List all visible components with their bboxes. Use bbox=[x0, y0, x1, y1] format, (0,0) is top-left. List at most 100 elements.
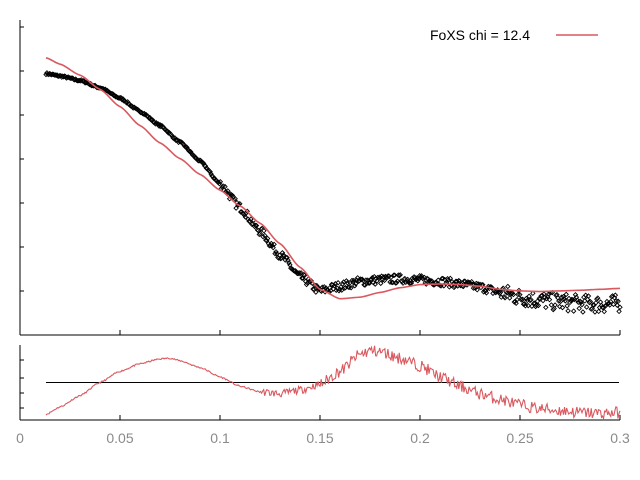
data-point bbox=[352, 280, 359, 287]
data-point bbox=[474, 287, 480, 293]
data-point bbox=[615, 298, 621, 305]
data-point bbox=[423, 281, 429, 287]
data-point bbox=[562, 298, 569, 304]
data-point bbox=[299, 275, 305, 281]
x-tick-labels: 0 0.05 0.1 0.15 0.2 0.25 0.3 bbox=[16, 430, 630, 446]
data-point bbox=[260, 233, 266, 240]
x-tick-label: 0.2 bbox=[410, 430, 430, 446]
data-point bbox=[506, 295, 513, 301]
data-point bbox=[616, 308, 622, 315]
data-point bbox=[252, 222, 259, 229]
residuals-plot-panel: 0 0.05 0.1 0.15 0.2 0.25 0.3 bbox=[16, 345, 630, 446]
data-point bbox=[435, 277, 441, 283]
data-point bbox=[557, 298, 564, 305]
data-point bbox=[381, 277, 388, 284]
data-point bbox=[222, 183, 228, 190]
data-point bbox=[537, 296, 543, 302]
data-point bbox=[601, 308, 607, 315]
data-point bbox=[253, 222, 260, 229]
data-point bbox=[559, 304, 566, 311]
data-point bbox=[595, 308, 602, 315]
data-point bbox=[580, 309, 586, 315]
data-point bbox=[343, 278, 350, 284]
data-point bbox=[460, 283, 467, 290]
data-point bbox=[416, 273, 423, 279]
data-point bbox=[569, 297, 576, 303]
data-point bbox=[526, 293, 532, 299]
data-point bbox=[393, 280, 400, 286]
data-point bbox=[530, 290, 536, 297]
data-point bbox=[582, 292, 589, 298]
main-x-ticks bbox=[19, 330, 621, 335]
data-point bbox=[269, 242, 275, 249]
data-point bbox=[349, 277, 355, 284]
data-point bbox=[561, 296, 568, 302]
data-point bbox=[535, 302, 542, 309]
data-point bbox=[445, 277, 452, 283]
data-point bbox=[242, 214, 249, 220]
data-point bbox=[510, 291, 517, 298]
data-point bbox=[612, 292, 619, 298]
data-point bbox=[439, 275, 445, 282]
data-point bbox=[378, 280, 384, 287]
data-point bbox=[394, 278, 401, 284]
data-point bbox=[391, 272, 397, 278]
data-point bbox=[539, 292, 545, 299]
data-point bbox=[602, 303, 608, 310]
data-point bbox=[504, 290, 510, 296]
data-point bbox=[614, 302, 620, 308]
data-point bbox=[456, 278, 463, 284]
data-point bbox=[516, 287, 522, 294]
x-tick-label: 0.1 bbox=[210, 430, 230, 446]
data-point bbox=[446, 284, 453, 290]
x-tick-label: 0 bbox=[16, 430, 24, 446]
data-point bbox=[500, 285, 506, 291]
data-point bbox=[572, 291, 579, 298]
data-point bbox=[369, 274, 376, 281]
legend: FoXS chi = 12.4 bbox=[430, 27, 598, 43]
residuals-x-ticks bbox=[19, 415, 621, 420]
data-point bbox=[570, 308, 577, 314]
data-point bbox=[262, 232, 268, 239]
data-point bbox=[217, 179, 224, 185]
data-point bbox=[502, 295, 508, 301]
data-point bbox=[261, 228, 267, 234]
data-point bbox=[187, 148, 194, 155]
residuals-line bbox=[45, 345, 621, 421]
data-point bbox=[285, 257, 291, 264]
data-point bbox=[365, 280, 372, 286]
data-point bbox=[75, 77, 82, 84]
data-point bbox=[558, 294, 565, 300]
data-point bbox=[497, 289, 504, 296]
data-point bbox=[610, 301, 617, 308]
residuals-series bbox=[45, 345, 621, 421]
data-point bbox=[270, 244, 276, 251]
data-point bbox=[579, 301, 585, 308]
data-point bbox=[576, 305, 582, 312]
data-point bbox=[574, 297, 581, 303]
data-point bbox=[248, 216, 254, 222]
data-point bbox=[391, 272, 398, 278]
data-point bbox=[350, 279, 356, 285]
data-point bbox=[303, 281, 310, 288]
data-point bbox=[548, 302, 555, 308]
data-point bbox=[593, 300, 599, 306]
data-point bbox=[480, 289, 487, 295]
data-point bbox=[517, 291, 523, 298]
data-point bbox=[513, 300, 519, 306]
data-point bbox=[273, 249, 279, 255]
data-point bbox=[90, 83, 97, 89]
data-point bbox=[525, 302, 531, 309]
data-point bbox=[556, 298, 562, 304]
data-point bbox=[268, 240, 275, 247]
data-point bbox=[515, 291, 521, 298]
data-point bbox=[52, 72, 59, 78]
data-point bbox=[523, 295, 530, 302]
data-point bbox=[308, 278, 314, 284]
data-point bbox=[568, 298, 574, 304]
data-point bbox=[279, 250, 286, 256]
x-tick-label: 0.3 bbox=[610, 430, 630, 446]
data-point bbox=[384, 274, 390, 281]
data-point bbox=[257, 230, 263, 237]
